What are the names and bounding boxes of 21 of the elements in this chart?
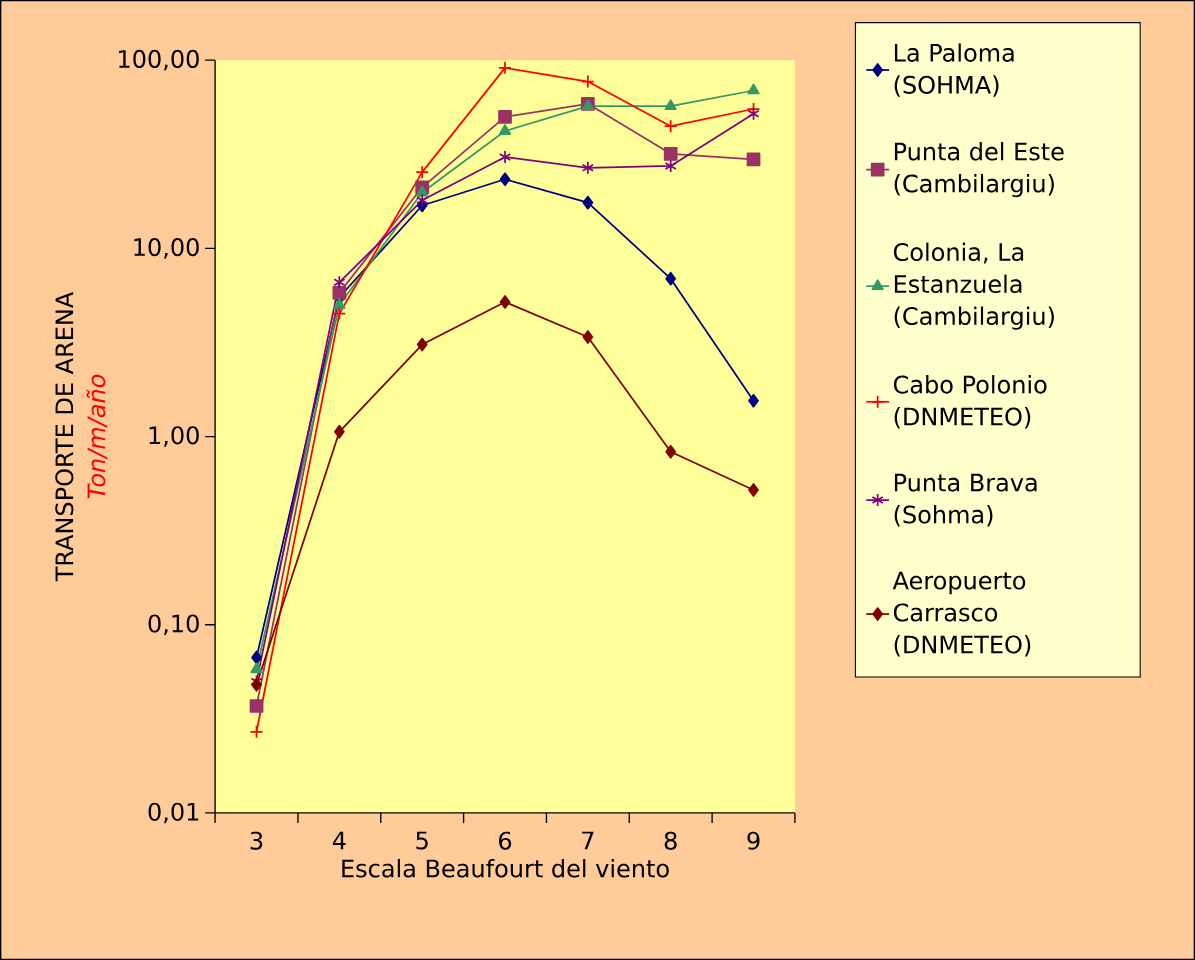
x-tick-label: 6 [499, 831, 512, 850]
legend-label: Aeropuerto Carrasco (DNMETEO) [892, 571, 1031, 657]
x-tick-label: 8 [664, 831, 677, 850]
x-axis-title: Escala Beaufourt del viento [342, 858, 669, 878]
y-axis-title: TRANSPORTE DE ARENA [55, 291, 74, 582]
legend-label: Cabo Polonio (DNMETEO) [893, 375, 1047, 429]
y-tick-label: 10,00 [134, 238, 199, 259]
legend-label: Colonia, La Estanzuela (Cambilargiu) [893, 242, 1054, 330]
text: Ton/m/año [86, 374, 108, 499]
legend-label: La Paloma (SOHMA) [894, 43, 1014, 97]
x-tick-label: 4 [332, 831, 346, 850]
y-tick-label: 0,10 [148, 614, 199, 635]
x-tick-label: 5 [416, 831, 428, 850]
y-tick-label: 1,00 [149, 426, 199, 447]
legend-label: Punta Brava (Sohma) [894, 473, 1037, 527]
legend-label: Punta del Este (Cambilargiu) [894, 142, 1064, 198]
y-tick-label: 100,00 [119, 49, 199, 71]
x-tick-label: 3 [250, 831, 263, 850]
y-tick-label: 0,01 [148, 802, 199, 824]
x-tick-label: 7 [582, 831, 594, 850]
x-tick-label: 9 [747, 831, 760, 850]
